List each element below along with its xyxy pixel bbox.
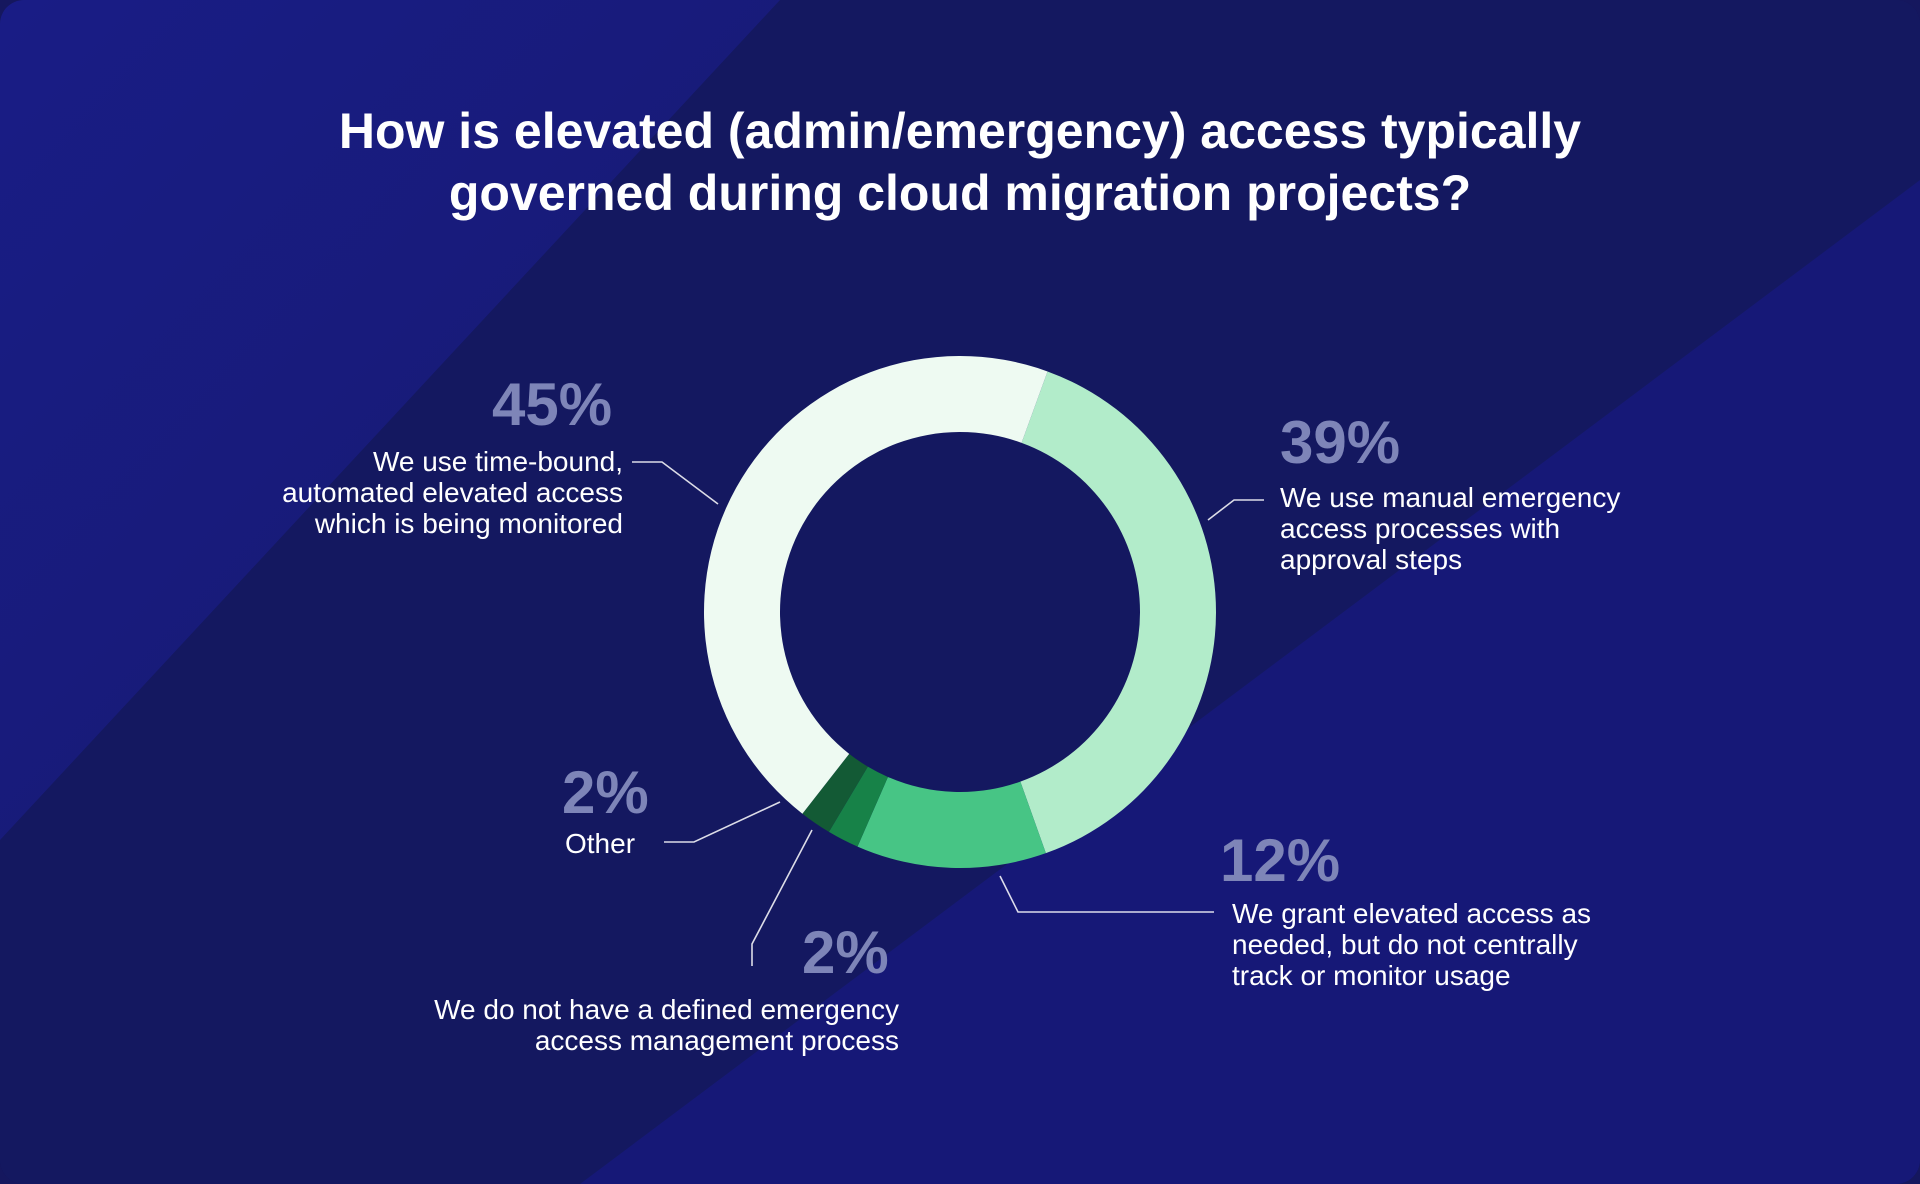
label-manual-emergency-line-1: We use manual emergency bbox=[1280, 482, 1621, 513]
label-other: Other bbox=[565, 828, 635, 859]
chart-title-line-2: governed during cloud migration projects… bbox=[448, 165, 1472, 221]
label-time-bound-automated-line-2: automated elevated access bbox=[282, 477, 623, 508]
percent-other: 2% bbox=[562, 759, 649, 826]
label-no-defined-process-line-1: We do not have a defined emergency bbox=[434, 994, 899, 1025]
chart-title-line-1: How is elevated (admin/emergency) access… bbox=[338, 103, 1582, 159]
percent-time-bound-automated: 45% bbox=[492, 371, 613, 438]
leader-line-as-needed bbox=[999, 875, 1214, 913]
percent-manual-emergency: 39% bbox=[1280, 409, 1401, 476]
label-manual-emergency-line-3: approval steps bbox=[1280, 544, 1463, 575]
label-as-needed-line-3: track or monitor usage bbox=[1232, 960, 1511, 991]
label-other-line-1: Other bbox=[565, 828, 636, 859]
leader-line-other bbox=[664, 801, 781, 843]
slice-no-defined-process bbox=[828, 766, 888, 847]
label-time-bound-automated-line-3: which is being monitored bbox=[314, 508, 623, 539]
label-time-bound-automated: We use time-bound, automated elevated ac… bbox=[282, 446, 623, 539]
slice-manual-emergency bbox=[1020, 371, 1216, 854]
label-no-defined-process: We do not have a defined emergency acces… bbox=[434, 994, 899, 1056]
slice-time-bound-automated bbox=[704, 356, 1048, 814]
label-as-needed-line-2: needed, but do not centrally bbox=[1232, 929, 1578, 960]
label-no-defined-process-line-2: access management process bbox=[534, 1025, 899, 1056]
label-as-needed-line-1: We grant elevated access as bbox=[1232, 898, 1592, 929]
chart-title: How is elevated (admin/emergency) access… bbox=[160, 100, 1760, 224]
label-manual-emergency: We use manual emergency access processes… bbox=[1280, 482, 1620, 575]
leader-line-time-bound-automated bbox=[632, 461, 719, 505]
percent-as-needed: 12% bbox=[1220, 827, 1341, 894]
slice-other bbox=[802, 753, 868, 832]
label-manual-emergency-line-2: access processes with bbox=[1280, 513, 1561, 544]
slice-as-needed bbox=[857, 776, 1046, 868]
leader-line-manual-emergency bbox=[1207, 499, 1264, 521]
percent-no-defined-process: 2% bbox=[802, 919, 889, 986]
leader-line-no-defined-process bbox=[751, 829, 813, 966]
label-time-bound-automated-line-1: We use time-bound, bbox=[372, 446, 623, 477]
label-as-needed: We grant elevated access as needed, but … bbox=[1232, 898, 1591, 991]
